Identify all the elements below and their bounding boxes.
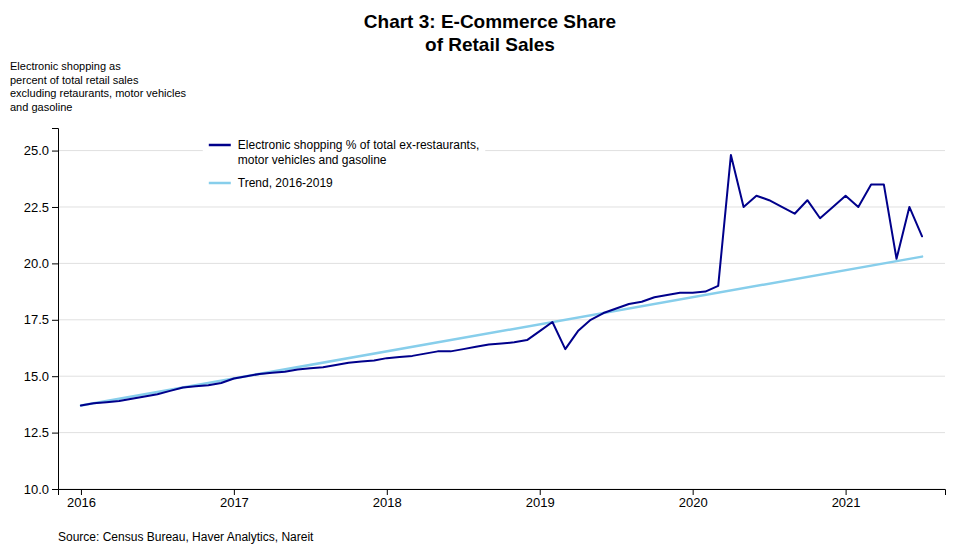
chart: 2016 2017 2018 2019 2020 2021 10.0 12.5 15.0 17.5… [0,0,980,551]
text-line: Trend, 2016-2019 [238,176,333,190]
grid-line [58,432,945,433]
x-tick-label: 2017 [220,495,249,510]
x-tick-mark [540,489,541,495]
x-tick: 2019 [526,489,555,510]
grid-line [58,150,945,151]
y-tick-label: 22.5 [24,200,49,215]
x-tick-mark [693,489,694,495]
legend-swatch [209,182,231,185]
legend-background [203,134,485,194]
x-axis: 2016 2017 2018 2019 2020 2021 [59,489,946,510]
y-tick: 15.0 [24,369,58,384]
x-tick-label: 2021 [832,495,861,510]
x-tick-mark [387,489,388,495]
x-tick: 2018 [373,489,402,510]
y-tick: 10.0 [24,482,58,497]
legend-swatch [209,144,231,147]
legend-label: Electronic shopping % of total ex-restau… [238,138,479,167]
y-tick-mark [52,320,58,321]
source-note: Source: Census Bureau, Haver Analytics, … [58,530,314,544]
text-line: of Retail Sales [425,34,555,55]
y-tick-label: 10.0 [24,482,49,497]
y-axis-line [52,129,59,490]
y-tick-mark [52,207,58,208]
y-tick-mark [52,151,58,152]
text-line: Electronic shopping as [10,60,121,72]
y-tick: 20.0 [24,256,58,271]
y-tick-label: 20.0 [24,256,49,271]
x-tick: 2021 [832,489,861,510]
y-tick-mark [52,433,58,434]
y-tick-label: 15.0 [24,369,49,384]
x-tick-mark [81,489,82,495]
grid [58,151,945,489]
y-tick: 25.0 [24,143,58,158]
y-tick-label: 25.0 [24,143,49,158]
text-line: Electronic shopping % of total ex-restau… [238,138,479,152]
y-tick-label: 17.5 [24,312,49,327]
y-tick: 22.5 [24,200,58,215]
legend: Electronic shopping % of total ex-restau… [203,134,485,194]
x-tick-label: 2018 [373,495,402,510]
text-line: Chart 3: E-Commerce Share [364,11,616,32]
y-tick: 17.5 [24,312,58,327]
x-tick-mark [234,489,235,495]
plot: 2016 2017 2018 2019 2020 2021 10.0 12.5 15.0 17.5… [24,129,946,511]
text-line: motor vehicles and gasoline [238,153,387,167]
y-tick-label: 12.5 [24,425,49,440]
x-tick: 2020 [679,489,708,510]
y-axis: 10.0 12.5 15.0 17.5 20.0 22.5 25.0 [24,129,59,497]
legend-label: Trend, 2016-2019 [238,176,333,190]
grid-line [58,319,945,320]
y-tick-mark [52,489,58,490]
y-tick-mark [52,376,58,377]
y-tick: 12.5 [24,425,58,440]
x-tick-label: 2019 [526,495,555,510]
x-tick: 2017 [220,489,249,510]
grid-line [58,263,945,264]
x-tick-label: 2020 [679,495,708,510]
y-axis-title: Electronic shopping as percent of total r… [10,60,187,113]
x-tick-label: 2016 [67,495,96,510]
title: Chart 3: E-Commerce Shareof Retail Sales [364,11,616,55]
x-tick-mark [846,489,847,495]
y-tick-mark [52,263,58,264]
series-line [81,257,922,406]
text-line: and gasoline [10,101,72,113]
text-line: excluding retaurants, motor vehicles [10,87,187,99]
x-axis-line [59,490,946,496]
text-line: percent of total retail sales [10,74,139,86]
grid-line [58,376,945,377]
x-tick: 2016 [67,489,96,510]
